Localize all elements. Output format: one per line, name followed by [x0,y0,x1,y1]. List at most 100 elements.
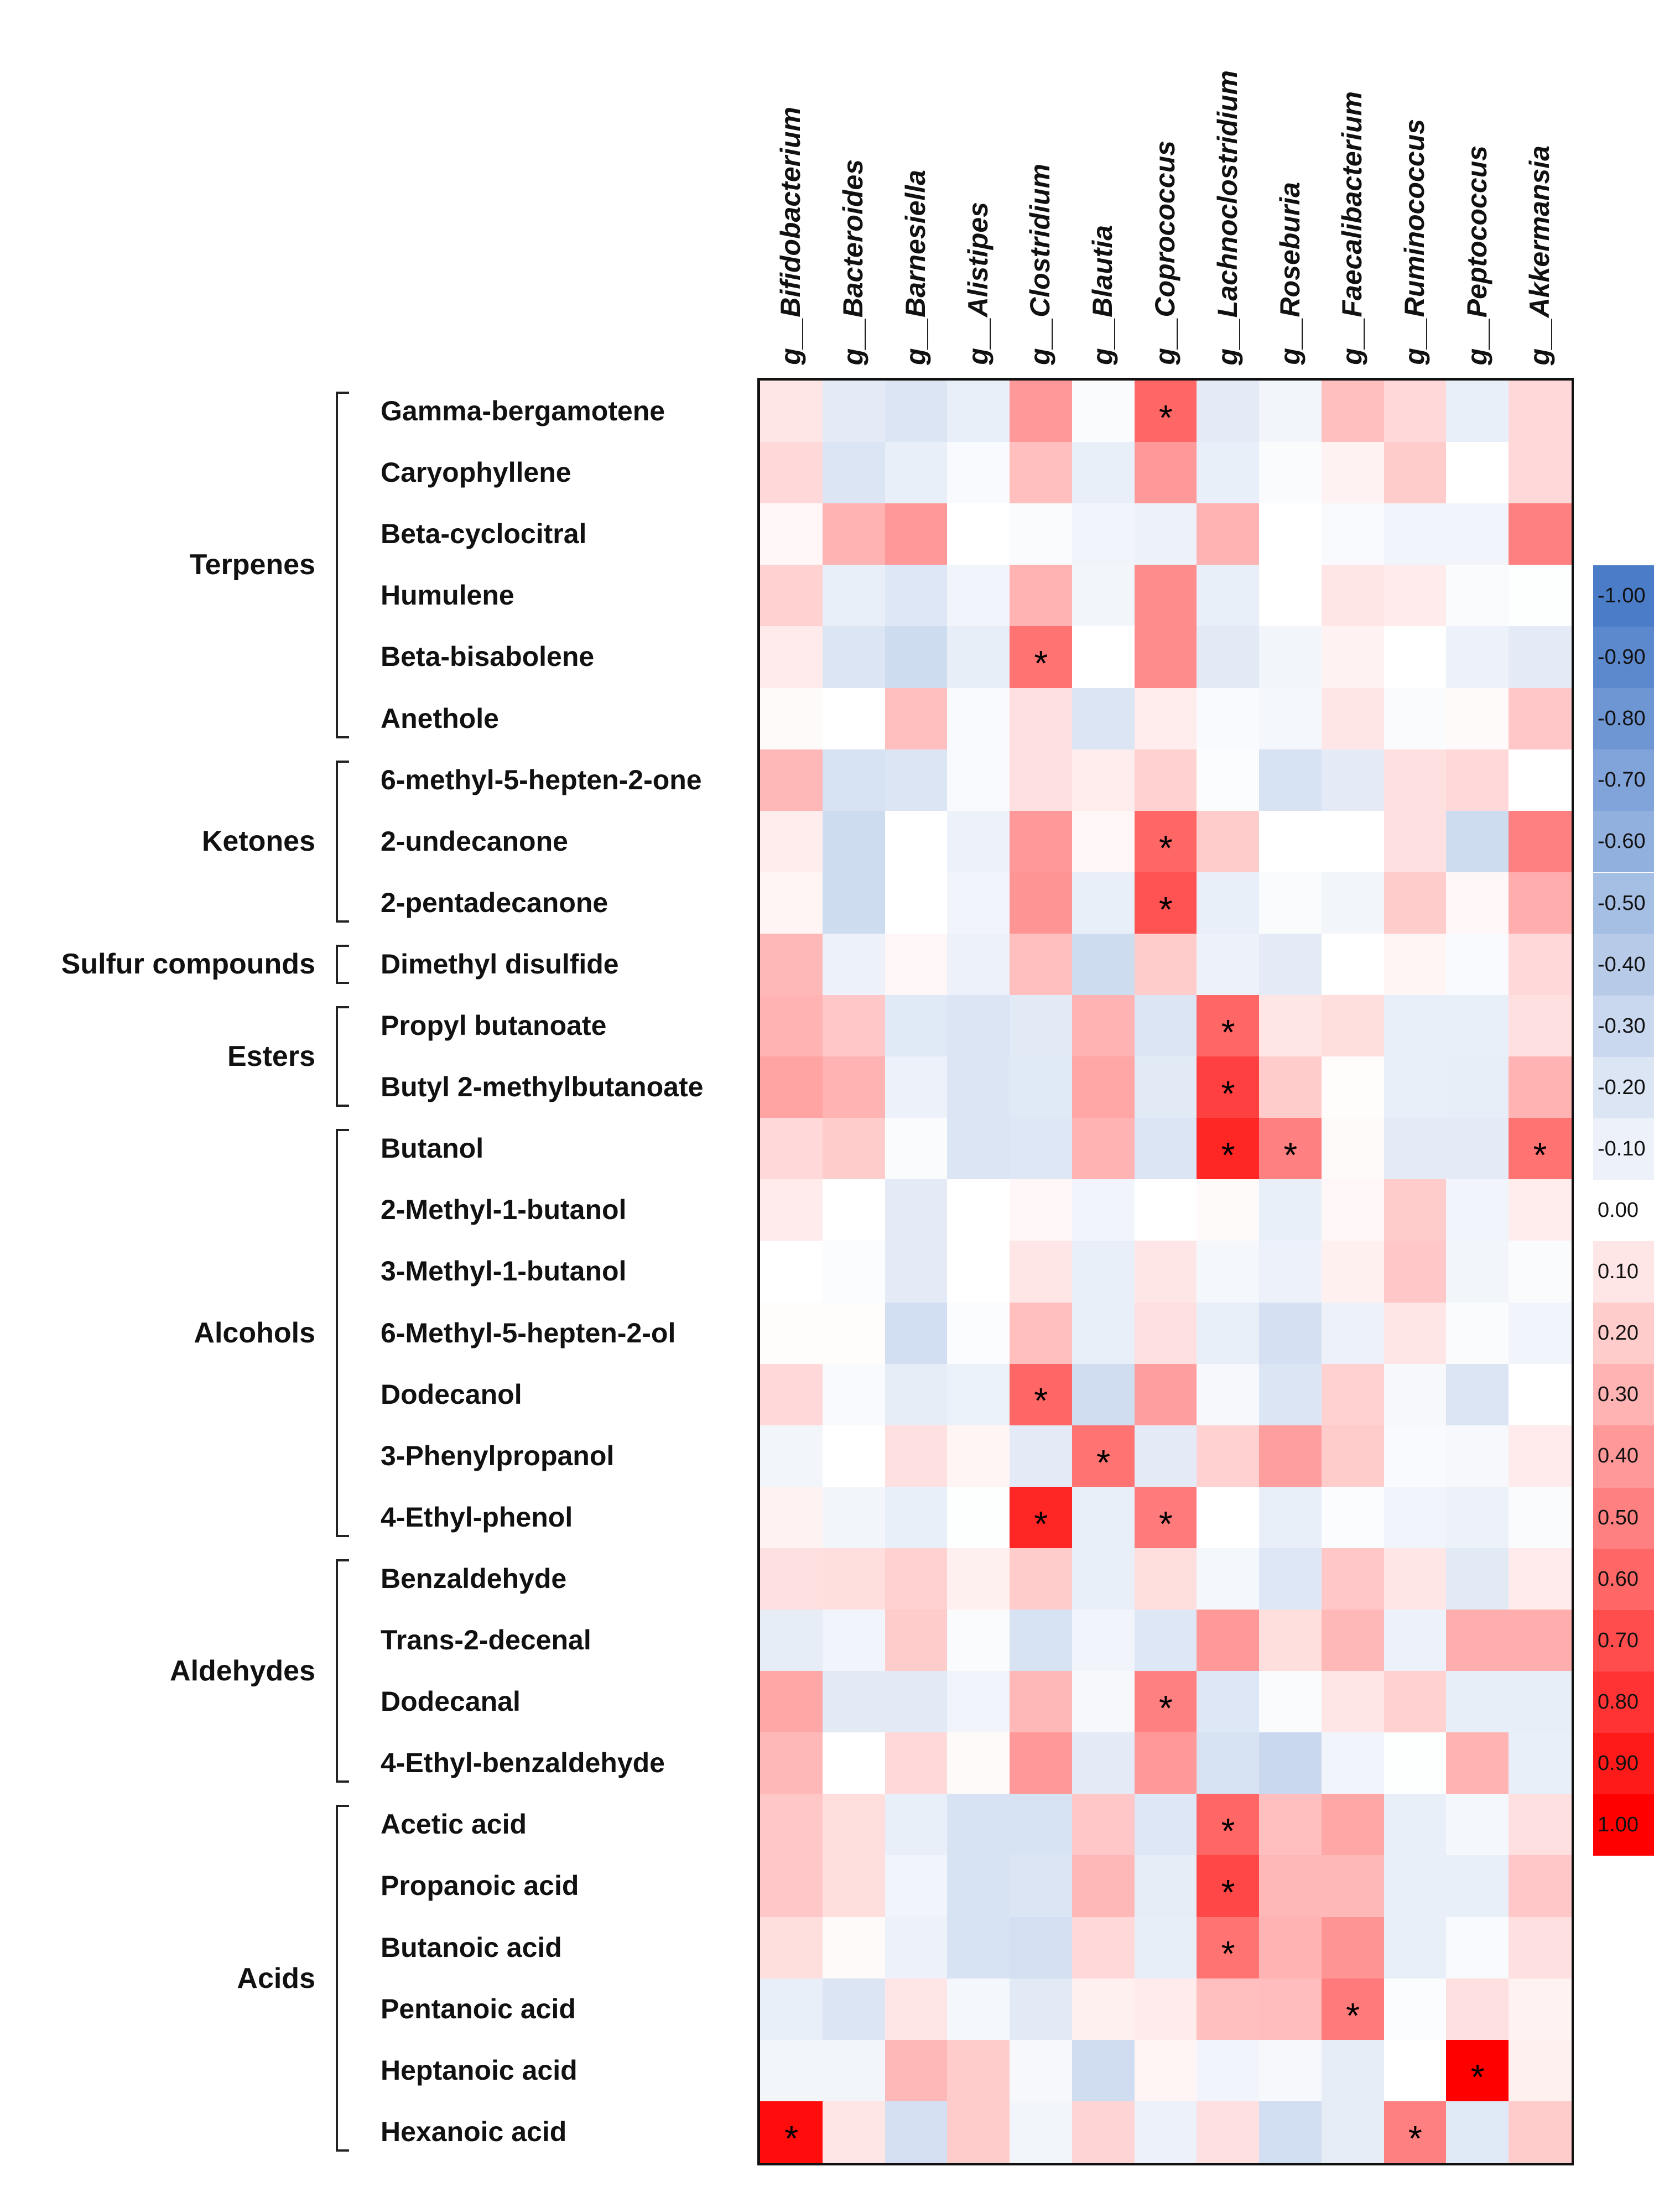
heatmap-cell [1321,1855,1385,1918]
column-label: g__Faecalibacterium [1336,91,1368,365]
heatmap-cell [822,1855,886,1918]
heatmap-cell [947,1425,1010,1487]
heatmap-cell [1383,1917,1447,1979]
heatmap-cell [1383,1855,1447,1918]
colorbar-cell: 0.30 [1593,1364,1654,1426]
heatmap-cell [822,2039,886,2102]
heatmap-cell [1197,1671,1260,1733]
row-label: Pentanoic acid [381,1993,576,2024]
heatmap-cell [1010,1978,1073,2040]
colorbar-cell: 0.60 [1593,1548,1654,1610]
group-label: Esters [227,1040,315,1073]
heatmap-cell [1259,1794,1322,1856]
heatmap-cell [947,1610,1010,1672]
heatmap-cell [1446,1917,1509,1979]
heatmap-cell [1446,1855,1509,1918]
group-label: Acids [237,1962,315,1995]
heatmap-cell [1010,688,1073,750]
significance-marker: * [784,2118,799,2158]
heatmap-cell [1010,1855,1073,1918]
heatmap-cell [1259,995,1322,1057]
heatmap-cell [1134,1425,1197,1487]
heatmap-cell [1509,872,1572,934]
heatmap-cell [1259,1363,1322,1426]
heatmap-cell [1321,1302,1385,1365]
heatmap-cell [1072,1302,1135,1365]
heatmap-cell [885,995,948,1057]
column-label: g__Roseburia [1274,182,1305,365]
colorbar-cell: -1.00 [1593,565,1654,627]
column-label: g__Ruminococcus [1399,119,1431,365]
heatmap-cell [760,1978,823,2040]
row-label: Humulene [381,580,514,611]
heatmap-cell [1509,1732,1572,1794]
row-label: Hexanoic acid [381,2116,567,2147]
heatmap-cell [1072,503,1135,565]
heatmap-cell [1383,1548,1447,1610]
heatmap-cell [1010,1302,1073,1365]
heatmap-cell [1383,1056,1447,1118]
heatmap-cell [1509,1548,1572,1610]
heatmap-cell [947,1855,1010,1918]
heatmap-cell [822,1917,886,1979]
heatmap-cell [1072,1978,1135,2040]
heatmap-cell [1321,1548,1385,1610]
heatmap-cell [1072,1118,1135,1180]
heatmap-cell [885,565,948,627]
heatmap-cell [1509,749,1572,811]
heatmap-cell [1072,995,1135,1057]
heatmap-cell [1010,810,1073,873]
colorbar-cell: -0.90 [1593,627,1654,689]
heatmap-cell [885,1118,948,1180]
heatmap-cell [1010,2101,1073,2163]
significance-marker: * [1221,1934,1235,1974]
significance-marker: * [1096,1442,1110,1482]
heatmap-cell [885,1732,948,1794]
heatmap-cell [1509,810,1572,873]
heatmap-cell [1259,2039,1322,2102]
heatmap-cell [822,810,886,873]
heatmap-cell [1259,1302,1322,1365]
heatmap-cell: * [1134,872,1197,934]
heatmap-cell [1197,1732,1260,1794]
heatmap-cell [1321,1241,1385,1303]
heatmap-cell [1010,1548,1073,1610]
colorbar-tick-label: 0.70 [1598,1628,1639,1652]
heatmap-cell [1446,1425,1509,1487]
heatmap-cell [822,1610,886,1672]
heatmap-cell [1321,2101,1385,2163]
heatmap-cell [760,381,823,442]
heatmap-cell [760,872,823,934]
heatmap-cell [1383,442,1447,504]
heatmap-cell [1383,381,1447,442]
heatmap-cell [1259,1855,1322,1918]
colorbar-tick-label: 1.00 [1598,1813,1639,1837]
heatmap-cell [1197,565,1260,627]
heatmap-cell [1259,1548,1322,1610]
heatmap-cell [1010,933,1073,996]
heatmap-cell [1259,1056,1322,1118]
heatmap-cell [1259,749,1322,811]
heatmap-cell [822,1179,886,1242]
colorbar-tick-label: -0.60 [1598,830,1646,853]
colorbar-cell: 0.50 [1593,1487,1654,1549]
significance-marker: * [1533,1135,1547,1175]
heatmap-cell [1010,1917,1073,1979]
heatmap-cell [1383,1978,1447,2040]
colorbar-tick-label: 0.20 [1598,1321,1639,1345]
row-label: Gamma-bergamotene [381,395,665,426]
heatmap-cell [1197,810,1260,873]
row-label: 2-Methyl-1-butanol [381,1194,627,1226]
heatmap-cell [1197,2101,1260,2163]
heatmap-cell [947,1056,1010,1118]
heatmap-cell [1446,872,1509,934]
heatmap-cell [1509,1056,1572,1118]
group-bracket [336,1129,349,1537]
heatmap-cell [1134,1610,1197,1672]
heatmap-cell [885,626,948,689]
row-label: Anethole [381,702,499,734]
heatmap-cell [1446,1302,1509,1365]
significance-marker: * [1346,1995,1360,2035]
heatmap-cell [885,381,948,442]
heatmap-cell [1446,1486,1509,1549]
